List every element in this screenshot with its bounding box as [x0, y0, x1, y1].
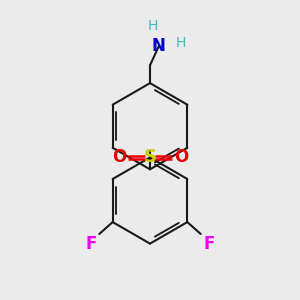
- Text: F: F: [203, 236, 214, 253]
- Text: O: O: [112, 148, 126, 166]
- Text: O: O: [174, 148, 188, 166]
- Text: H: H: [148, 19, 158, 33]
- Text: F: F: [85, 236, 97, 253]
- Text: N: N: [152, 37, 166, 55]
- Text: S: S: [143, 148, 157, 166]
- Text: H: H: [175, 36, 186, 50]
